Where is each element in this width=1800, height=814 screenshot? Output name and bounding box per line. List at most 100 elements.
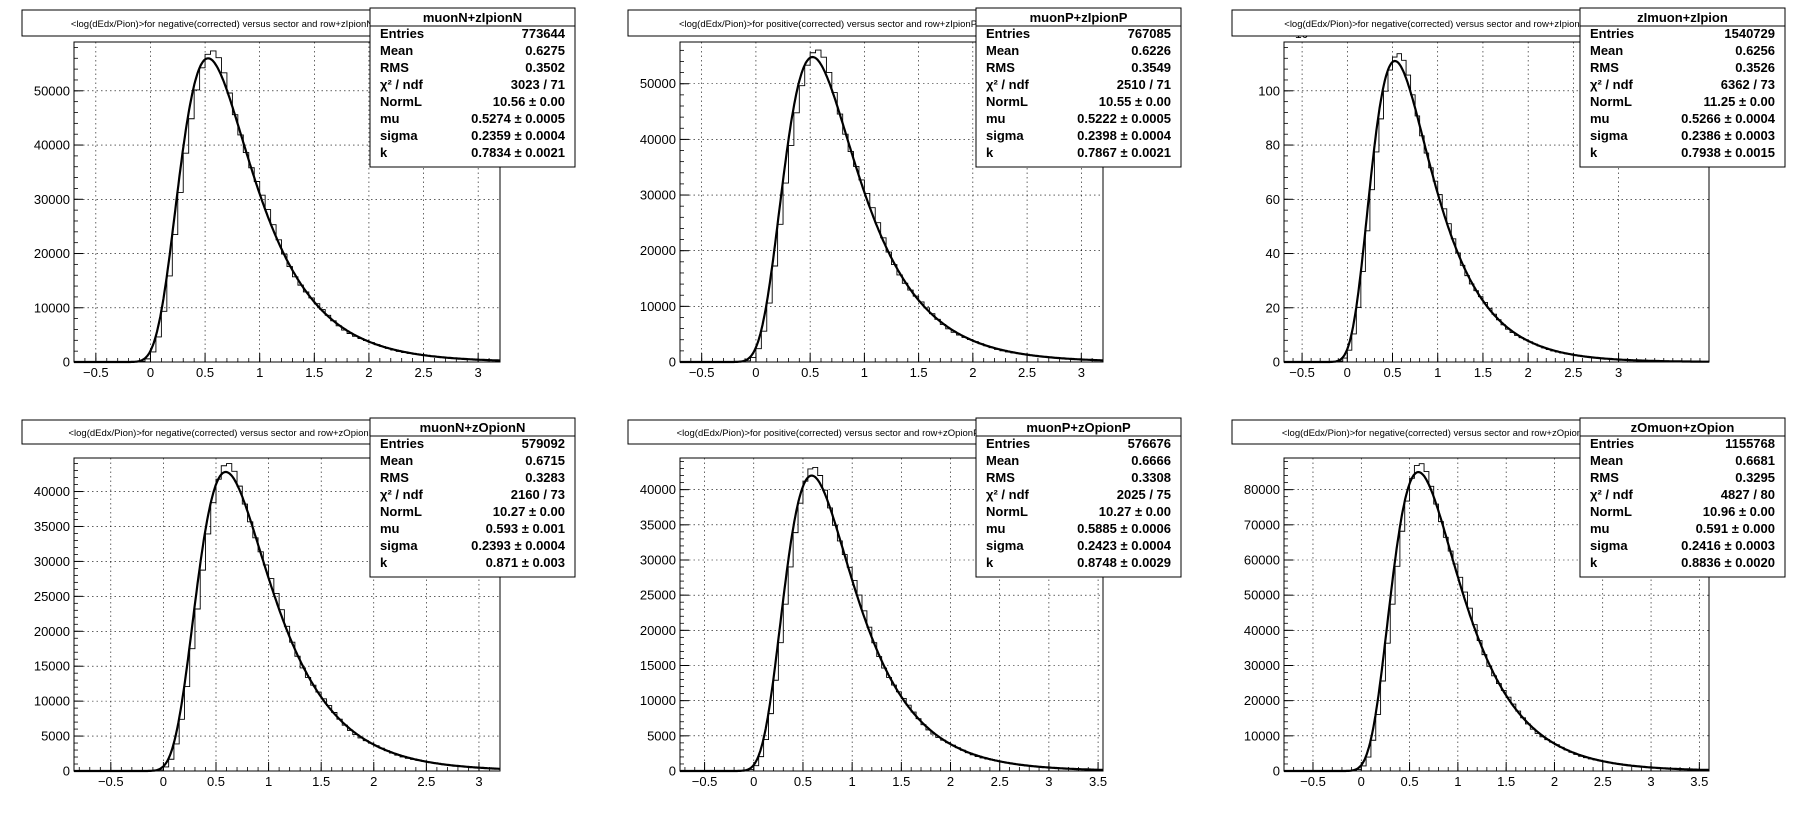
histogram-pad-4: −0.5 0 0.5 1 1.5 2 2.5 3 0 5000 10000 15000 20000 250… [21,417,576,789]
x-tick-label: 2 [365,365,372,380]
stats-value: 6362 / 73 [1721,77,1775,92]
y-tick-label: 10000 [640,693,676,708]
stats-label: Entries [986,436,1030,451]
stats-box [1579,417,1786,578]
y-tick-label: 20000 [640,243,676,258]
title-box [1231,419,1633,445]
stats-name: muonN+zOpionN [420,420,526,435]
fit-curve [1284,471,1710,773]
stats-label: NormL [986,504,1028,519]
title-box [21,9,423,37]
stats-label: Mean [986,453,1019,468]
x-tick-label: 2.5 [1018,365,1036,380]
stats-label: Entries [1590,436,1634,451]
stats-label: χ² / ndf [380,77,424,92]
x-tick-label: 1 [1454,774,1461,789]
stats-value: 0.6226 [1131,43,1171,58]
stats-value: 10.56 ± 0.00 [493,94,565,109]
stats-value: 0.6715 [525,453,565,468]
stats-label: k [380,145,388,160]
plot-title: <log(dEdx/Pion)>for negative(corrected) … [71,19,373,30]
stats-label: Entries [986,26,1030,41]
x-tick-label: 1.5 [1474,365,1492,380]
fit-curve [680,55,1104,364]
stats-label: RMS [986,60,1015,75]
stats-value: 0.6275 [525,43,565,58]
x-tick-label: 2.5 [1564,365,1582,380]
y-tick-label: 40 [1266,246,1280,261]
y-tick-label: 10000 [34,694,70,709]
stats-label: k [986,145,994,160]
stats-name: muonP+zOpionP [1026,420,1131,435]
stats-label: Entries [1590,26,1634,41]
y-tick-label: 0 [669,764,676,779]
y-tick-label: 70000 [1244,517,1280,532]
stats-label: χ² / ndf [986,77,1030,92]
stats-label: Mean [380,453,413,468]
title-box [1231,9,1633,37]
y-tick-label: 0 [1273,355,1280,370]
x-tick-label: 3 [1615,365,1622,380]
stats-box [369,417,576,578]
y-tick-label: 40000 [1244,623,1280,638]
stats-value: 0.3502 [525,60,565,75]
y-tick-label: 40000 [640,132,676,147]
x-tick-label: 2 [370,774,377,789]
stats-value: 0.6681 [1735,453,1775,468]
stats-value: 0.7938 ± 0.0015 [1681,145,1775,160]
y-tick-label: 15000 [640,658,676,673]
stats-value: 0.2423 ± 0.0004 [1077,538,1172,553]
x-tick-label: 2 [969,365,976,380]
x-tick-label: 2 [1551,774,1558,789]
stats-label: Mean [1590,453,1623,468]
stats-value: 0.5885 ± 0.0006 [1077,521,1171,536]
stats-value: 11.25 ± 0.00 [1704,94,1775,109]
y-tick-label: 35000 [640,517,676,532]
x-tick-label: 1.5 [910,365,928,380]
stats-value: 0.3526 [1735,60,1775,75]
stats-label: NormL [1590,504,1632,519]
x-tick-label: 0 [160,774,167,789]
stats-value: 0.6666 [1131,453,1171,468]
stats-value: 579092 [522,436,565,451]
y-tick-label: 20000 [34,246,70,261]
histogram-pad-2: −0.5 0 0.5 1 1.5 2 2.5 3 0 10000 20000 30000 40000 50… [627,7,1182,380]
fit-curve [74,470,500,773]
x-tick-label: 2 [1525,365,1532,380]
plot-title: <log(dEdx/Pion)>for negative(corrected) … [68,428,375,439]
stats-value: 0.2416 ± 0.0003 [1681,538,1775,553]
y-tick-label: 0 [63,355,70,370]
stats-label: k [380,555,388,570]
y-tick-label: 20 [1266,300,1280,315]
x-tick-label: 1 [256,365,263,380]
stats-label: Mean [380,43,413,58]
plot-frame [73,41,501,363]
stats-label: RMS [986,470,1015,485]
y-tick-label: 5000 [647,728,676,743]
y-tick-label: 5000 [41,729,70,744]
y-tick-label: 40000 [640,482,676,497]
stats-label: Entries [380,436,424,451]
stats-box [369,7,576,168]
stats-value: 576676 [1128,436,1171,451]
stats-value: 0.8748 ± 0.0029 [1077,555,1171,570]
stats-box [975,417,1182,578]
fit-curve [74,57,500,364]
x-tick-label: 2.5 [417,774,435,789]
stats-value: 10.55 ± 0.00 [1099,94,1171,109]
x-tick-label: −0.5 [1300,774,1326,789]
stats-label: NormL [1590,94,1632,109]
stats-label: RMS [1590,60,1619,75]
stats-label: k [986,555,994,570]
stats-label: RMS [380,60,409,75]
stats-label: NormL [380,94,422,109]
y-tick-label: 60 [1266,192,1280,207]
x-tick-label: −0.5 [689,365,715,380]
stats-value: 0.3295 [1735,470,1775,485]
stats-value: 0.5274 ± 0.0005 [471,111,565,126]
stats-value: 2025 / 75 [1117,487,1171,502]
y-tick-label: 20000 [34,624,70,639]
y-tick-label: 25000 [34,589,70,604]
y-tick-label: 10000 [34,300,70,315]
stats-label: sigma [1590,128,1628,143]
